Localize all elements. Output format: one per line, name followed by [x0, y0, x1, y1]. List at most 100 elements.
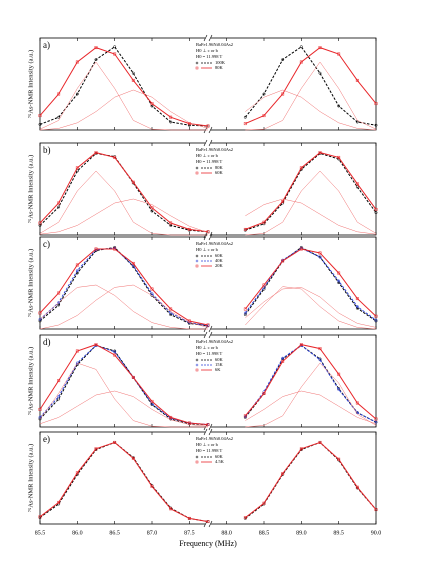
- series-line: [39, 61, 377, 131]
- x-tick-label: 86.5: [109, 530, 120, 536]
- data-point: [355, 305, 359, 309]
- series-line: [39, 170, 377, 236]
- data-point: [169, 507, 173, 511]
- series-line: [39, 246, 377, 327]
- data-point: [150, 209, 154, 213]
- data-point: [318, 347, 322, 351]
- data-point: [243, 115, 247, 119]
- series-line: [39, 89, 377, 131]
- y-axis-label: ⁷⁵As-NMR Intensity (a.u.): [27, 347, 34, 415]
- axis-break: [208, 520, 213, 528]
- legend-label: 80K: [215, 165, 224, 170]
- data-point: [337, 457, 341, 461]
- data-point: [374, 102, 378, 106]
- data-point: [299, 45, 303, 49]
- x-tick-label: 88.5: [259, 530, 270, 536]
- legend-title: BaFe1.96Ni0.04As2: [196, 147, 233, 152]
- data-point: [262, 92, 266, 96]
- data-point: [243, 122, 247, 126]
- x-axis-label: Frequency (MHz): [179, 539, 237, 548]
- data-point: [131, 78, 135, 82]
- data-point: [131, 71, 135, 75]
- axis-break: [208, 331, 213, 339]
- legend-label: 80K: [215, 65, 224, 70]
- data-point: [94, 247, 98, 251]
- axis-break: [205, 236, 211, 238]
- data-point: [299, 247, 303, 251]
- legend-title: H0 ⊥ c or b: [196, 345, 219, 350]
- data-point: [75, 60, 79, 64]
- data-point: [150, 102, 154, 106]
- axis-break: [203, 331, 208, 339]
- legend-label: 40K: [215, 258, 224, 263]
- data-point: [94, 46, 98, 50]
- data-point: [318, 251, 322, 255]
- axis-break: [208, 34, 213, 42]
- series-line: [39, 47, 377, 127]
- x-tick-label: 86.0: [72, 530, 83, 536]
- series-line: [39, 441, 377, 523]
- data-point: [57, 395, 61, 399]
- series-line: [39, 46, 377, 127]
- data-point: [318, 440, 322, 444]
- data-point: [206, 230, 210, 234]
- data-point: [299, 166, 303, 170]
- series-line: [39, 441, 377, 523]
- data-point: [169, 415, 173, 419]
- series-line: [39, 152, 377, 233]
- data-point: [113, 440, 117, 444]
- data-point: [187, 227, 191, 231]
- axis-break: [205, 334, 211, 336]
- data-point: [75, 92, 79, 96]
- legend-title: H0 = 11.998 T: [196, 159, 223, 164]
- legend-title: BaFe1.96Ni0.04As2: [196, 42, 233, 47]
- data-point: [337, 279, 341, 283]
- x-tick-label: 89.0: [296, 530, 307, 536]
- x-tick-label: 88.0: [221, 530, 232, 536]
- data-point: [262, 501, 266, 505]
- axis-break: [208, 428, 213, 436]
- data-point: [374, 211, 378, 215]
- legend-marker: [195, 460, 199, 464]
- data-point: [281, 259, 285, 263]
- y-axis-label: ⁷⁵As-NMR Intensity (a.u.): [27, 50, 34, 118]
- data-point: [318, 255, 322, 259]
- axis-break: [208, 126, 213, 134]
- data-point: [337, 372, 341, 376]
- legend-marker: [195, 166, 199, 170]
- legend-marker: [195, 264, 199, 268]
- series-line: [39, 284, 377, 330]
- data-point: [337, 387, 341, 391]
- data-point: [281, 92, 285, 96]
- panel: a) ⁷⁵As-NMR Intensity (a.u.) BaFe1.96Ni0.0…: [27, 34, 378, 134]
- data-point: [57, 291, 61, 295]
- x-tick-label: 89.5: [333, 530, 344, 536]
- y-axis-label: ⁷⁵As-NMR Intensity (a.u.): [27, 155, 34, 223]
- legend-label: 4.5K: [215, 459, 225, 464]
- data-point: [355, 185, 359, 189]
- series-line: [39, 344, 377, 426]
- axis-break: [205, 523, 211, 525]
- series-line: [39, 362, 377, 428]
- data-point: [57, 379, 61, 383]
- data-point: [337, 52, 341, 56]
- data-point: [38, 417, 42, 421]
- legend-marker: [195, 61, 199, 65]
- data-point: [169, 313, 173, 317]
- axis-break: [205, 142, 211, 144]
- data-point: [150, 206, 154, 210]
- axis-break: [208, 423, 213, 431]
- axis-break: [203, 233, 208, 241]
- legend-label: 60K: [215, 357, 224, 362]
- panel: d) ⁷⁵As-NMR Intensity (a.u.) BaFe1.96Ni0.0…: [27, 331, 378, 431]
- data-point: [262, 220, 266, 224]
- legend-label: 60K: [215, 253, 224, 258]
- data-point: [38, 407, 42, 411]
- data-point: [150, 399, 154, 403]
- series-line: [39, 198, 377, 235]
- legend-title: BaFe1.96Ni0.04As2: [196, 339, 233, 344]
- panel: 85.5 86.0 86.5 87.0 87.5 88.0 88.5 89.0 89.5 90.0…: [27, 428, 381, 548]
- data-point: [131, 456, 135, 460]
- data-point: [38, 221, 42, 225]
- data-point: [94, 343, 98, 347]
